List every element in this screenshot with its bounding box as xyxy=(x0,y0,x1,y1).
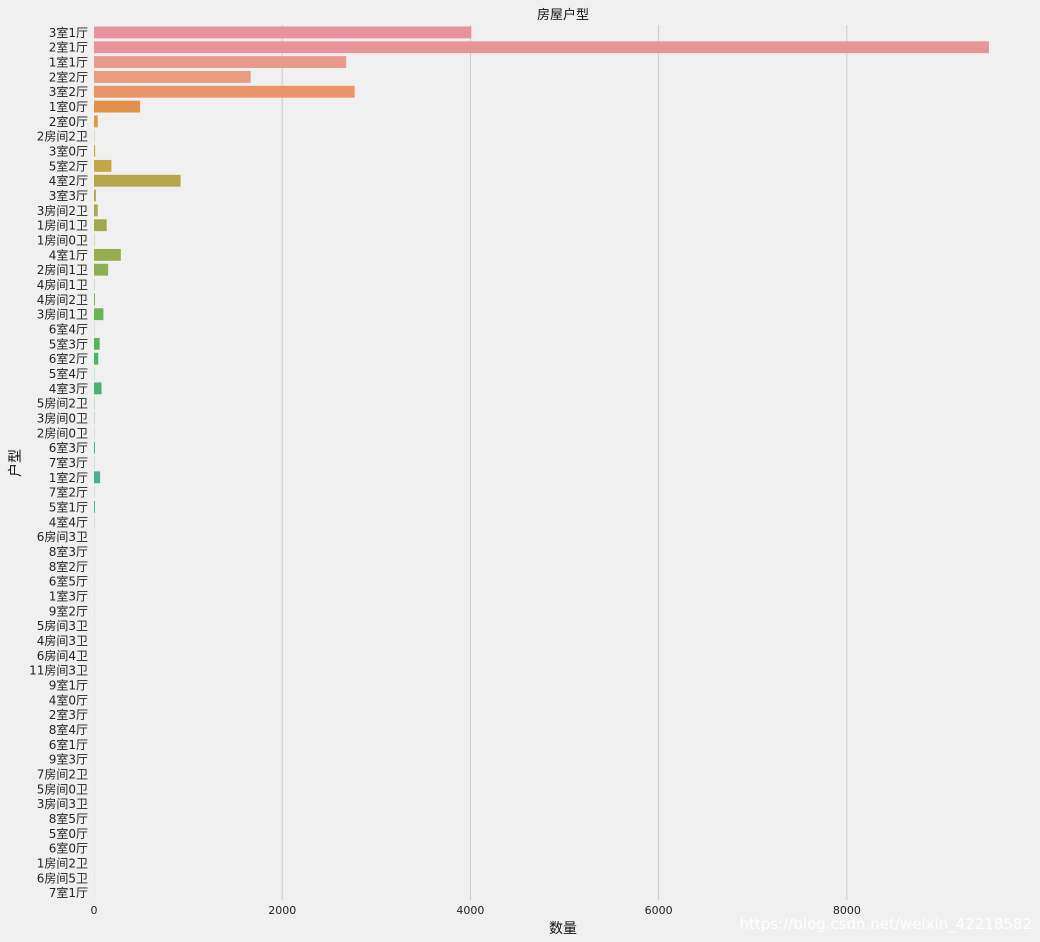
y-tick-label: 1室1厅 xyxy=(49,55,88,70)
y-tick-label: 4室0厅 xyxy=(49,692,88,707)
bar xyxy=(94,145,96,157)
y-tick-label: 8室3厅 xyxy=(49,544,88,559)
bar xyxy=(94,41,989,54)
bar xyxy=(94,219,107,232)
watermark-text: https://blog.csdn.net/weixin_42218582 xyxy=(739,915,1032,934)
bar xyxy=(94,26,472,39)
bar xyxy=(94,382,102,395)
bar xyxy=(94,100,141,113)
y-tick-label: 6室0厅 xyxy=(49,841,88,856)
y-tick-label: 3室2厅 xyxy=(49,84,88,99)
y-tick-label: 7房间2卫 xyxy=(37,766,88,781)
x-tick-label: 0 xyxy=(91,904,98,917)
bar xyxy=(94,159,112,172)
bar xyxy=(94,70,251,83)
y-tick-label: 1室2厅 xyxy=(49,470,88,485)
y-tick-label: 9室1厅 xyxy=(49,677,88,692)
y-tick-labels: 3室1厅2室1厅1室1厅2室2厅3室2厅1室0厅2室0厅2房间2卫3室0厅5室2… xyxy=(29,25,88,900)
y-tick-label: 5室0厅 xyxy=(49,826,88,841)
bar xyxy=(94,471,101,484)
y-axis-label: 户型 xyxy=(7,449,24,477)
x-tick-label: 6000 xyxy=(645,904,673,917)
y-tick-label: 9室2厅 xyxy=(49,603,88,618)
y-tick-label: 5室3厅 xyxy=(49,336,88,351)
y-tick-label: 1室3厅 xyxy=(49,588,88,603)
y-tick-label: 2房间1卫 xyxy=(37,262,88,277)
bar xyxy=(94,204,98,217)
y-tick-label: 6房间3卫 xyxy=(37,529,88,544)
bar xyxy=(94,248,121,261)
y-tick-label: 1室0厅 xyxy=(49,99,88,114)
x-tick-label: 8000 xyxy=(833,904,861,917)
x-tick-label: 2000 xyxy=(268,904,296,917)
y-tick-label: 6室1厅 xyxy=(49,737,88,752)
y-tick-label: 4室4厅 xyxy=(49,514,88,529)
y-tick-label: 3房间0卫 xyxy=(37,411,88,426)
y-tick-label: 6室4厅 xyxy=(49,322,88,337)
y-tick-label: 6室3厅 xyxy=(49,440,88,455)
chart-title: 房屋户型 xyxy=(537,7,589,23)
y-tick-label: 7室3厅 xyxy=(49,455,88,470)
y-tick-label: 5房间3卫 xyxy=(37,618,88,633)
y-tick-label: 2房间0卫 xyxy=(37,425,88,440)
y-tick-label: 6室2厅 xyxy=(49,351,88,366)
y-tick-label: 2房间2卫 xyxy=(37,129,88,144)
y-tick-label: 6房间4卫 xyxy=(37,648,88,663)
y-tick-label: 5室2厅 xyxy=(49,158,88,173)
bar xyxy=(94,293,95,306)
bar xyxy=(94,441,95,454)
y-tick-label: 5房间0卫 xyxy=(37,781,88,796)
y-tick-label: 3室3厅 xyxy=(49,188,88,203)
y-tick-label: 4房间3卫 xyxy=(37,633,88,648)
y-tick-label: 7室1厅 xyxy=(49,885,88,900)
y-tick-label: 6房间5卫 xyxy=(37,870,88,885)
y-tick-label: 1房间1卫 xyxy=(37,218,88,233)
y-tick-label: 9室3厅 xyxy=(49,752,88,767)
y-tick-label: 3房间3卫 xyxy=(37,796,88,811)
y-tick-label: 5室4厅 xyxy=(49,366,88,381)
bar xyxy=(94,352,99,365)
bar xyxy=(94,115,98,128)
y-tick-label: 8室4厅 xyxy=(49,722,88,737)
bar xyxy=(94,174,181,187)
y-tick-label: 4室1厅 xyxy=(49,247,88,262)
bar xyxy=(94,189,96,202)
bars-group xyxy=(94,26,989,899)
y-tick-label: 4室2厅 xyxy=(49,173,88,188)
y-tick-label: 1房间0卫 xyxy=(37,233,88,248)
y-tick-label: 5房间2卫 xyxy=(37,396,88,411)
x-axis-label: 数量 xyxy=(549,921,577,937)
bar xyxy=(94,263,109,276)
y-tick-label: 3室1厅 xyxy=(49,25,88,40)
y-tick-label: 7室2厅 xyxy=(49,485,88,500)
y-tick-label: 3房间1卫 xyxy=(37,307,88,322)
y-tick-label: 2室0厅 xyxy=(49,114,88,129)
y-tick-label: 2室1厅 xyxy=(49,40,88,55)
y-tick-label: 3室0厅 xyxy=(49,144,88,159)
y-tick-label: 4房间2卫 xyxy=(37,292,88,307)
y-tick-label: 5室1厅 xyxy=(49,499,88,514)
y-tick-label: 8室2厅 xyxy=(49,559,88,574)
y-tick-label: 6室5厅 xyxy=(49,574,88,589)
y-tick-label: 4室3厅 xyxy=(49,381,88,396)
y-tick-label: 3房间2卫 xyxy=(37,203,88,218)
y-tick-label: 1房间2卫 xyxy=(37,855,88,870)
x-tick-label: 4000 xyxy=(456,904,484,917)
x-gridlines xyxy=(281,25,848,900)
x-tick-labels: 0 2000 4000 6000 8000 xyxy=(91,904,861,917)
y-tick-label: 11房间3卫 xyxy=(29,663,88,678)
bar xyxy=(94,308,104,321)
y-tick-label: 4房间1卫 xyxy=(37,277,88,292)
y-tick-label: 2室3厅 xyxy=(49,707,88,722)
bar xyxy=(94,56,347,69)
y-tick-label: 8室5厅 xyxy=(49,811,88,826)
bar xyxy=(94,85,355,98)
y-tick-label: 2室2厅 xyxy=(49,69,88,84)
bar xyxy=(94,501,95,513)
bar xyxy=(94,337,100,350)
